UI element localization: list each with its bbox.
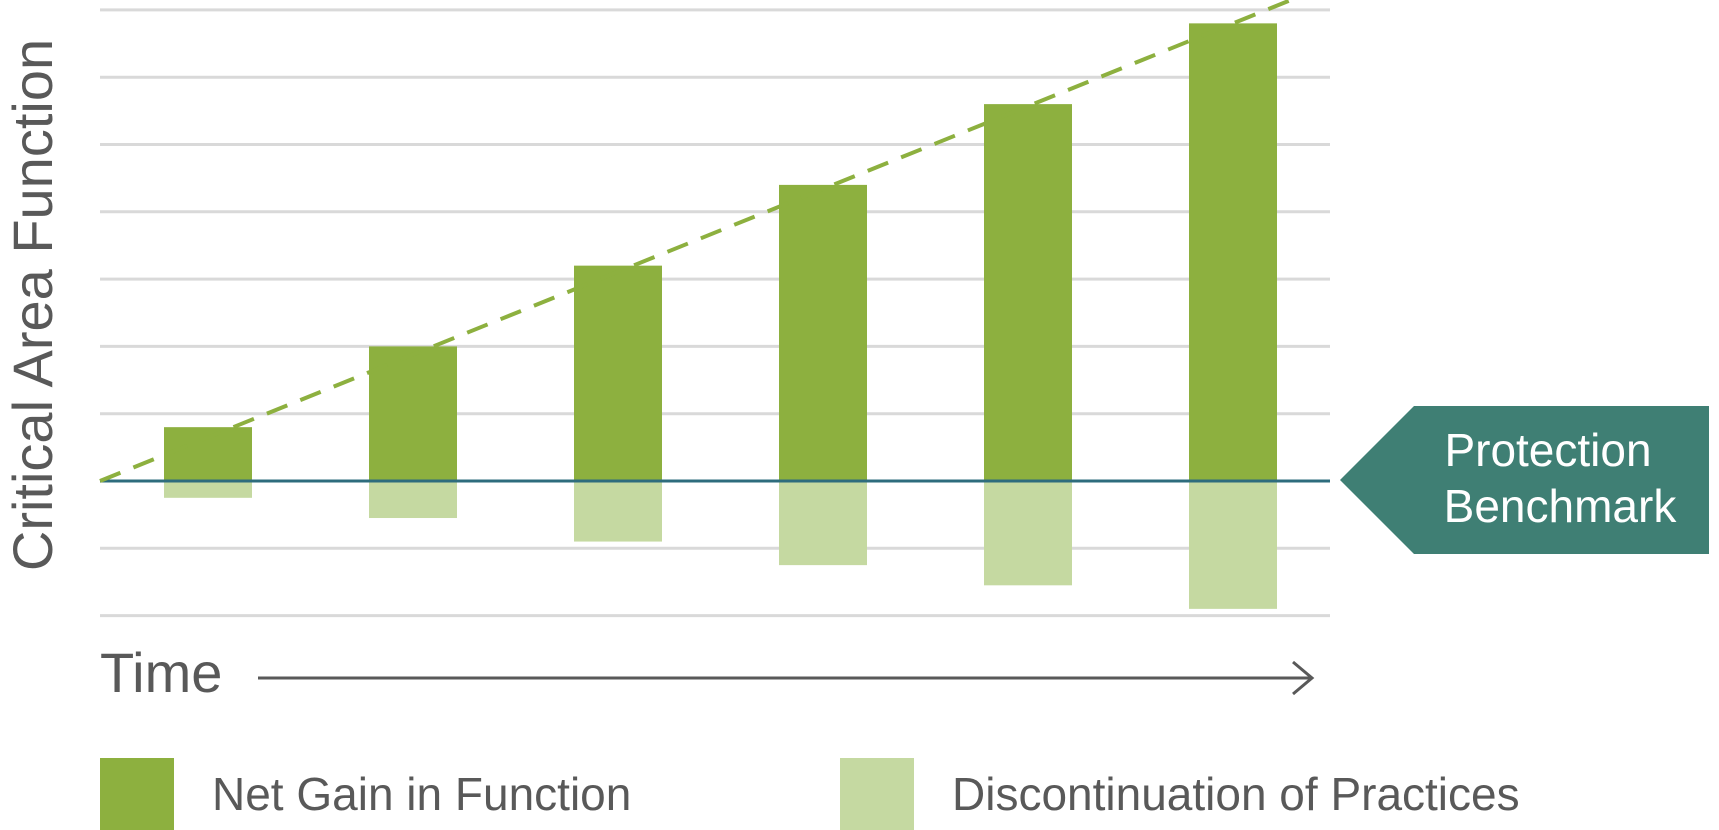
trend-line — [99, 0, 1297, 483]
bar-discontinuation — [574, 481, 662, 542]
bar-discontinuation — [1189, 481, 1277, 609]
bars — [164, 23, 1277, 609]
bar-net-gain — [779, 184, 867, 481]
x-axis-label: Time — [100, 641, 222, 704]
legend-label-discontinuation: Discontinuation of Practices — [952, 768, 1520, 820]
legend-label-net-gain: Net Gain in Function — [212, 768, 631, 820]
bar-discontinuation — [779, 481, 867, 566]
legend-swatch-net-gain — [100, 758, 174, 830]
bar-discontinuation — [984, 481, 1072, 586]
bar-net-gain — [369, 346, 457, 481]
bar-net-gain — [574, 265, 662, 481]
protection-benchmark-callout: Protection Benchmark — [1340, 406, 1709, 554]
bar-net-gain — [984, 104, 1072, 482]
bar-discontinuation — [369, 481, 457, 519]
time-arrow — [258, 660, 1315, 696]
gridlines — [100, 8, 1330, 618]
bar-discontinuation — [164, 481, 252, 498]
benchmark-arrow-shape — [1340, 406, 1709, 554]
legend: Net Gain in Function Discontinuation of … — [100, 758, 1520, 830]
bar-net-gain — [1189, 23, 1277, 482]
legend-swatch-discontinuation — [840, 758, 914, 830]
y-axis-label: Critical Area Function — [1, 39, 64, 571]
benchmark-label-line2: Benchmark — [1444, 480, 1678, 532]
benchmark-label-line1: Protection — [1444, 424, 1651, 476]
